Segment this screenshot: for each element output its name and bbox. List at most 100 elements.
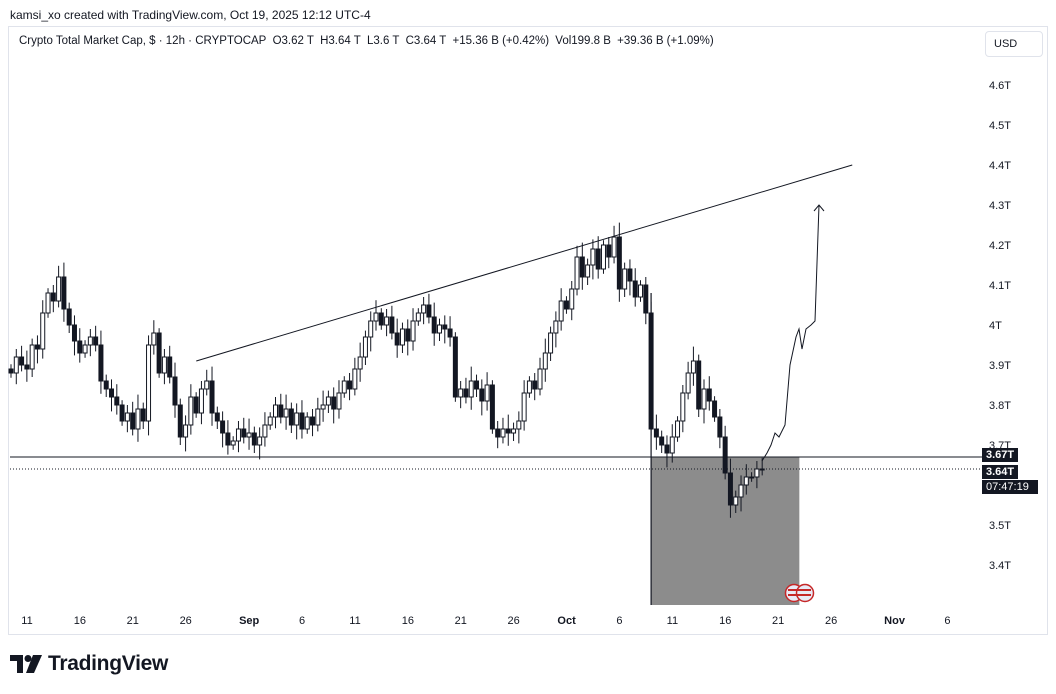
candle[interactable] [87,329,93,357]
candle[interactable] [331,387,337,424]
candle[interactable] [50,285,56,313]
candle[interactable] [177,398,183,445]
candle[interactable] [659,430,665,453]
candle[interactable] [442,315,448,344]
candle[interactable] [294,403,300,440]
candle[interactable] [727,458,733,518]
candle[interactable] [638,280,644,302]
candle[interactable] [230,436,236,450]
candle[interactable] [569,281,575,321]
candle[interactable] [436,318,442,341]
candle[interactable] [257,427,263,460]
candle[interactable] [56,265,62,308]
candle[interactable] [34,335,40,364]
candle[interactable] [733,490,739,513]
candle[interactable] [664,435,670,468]
candle[interactable] [696,354,702,417]
candle[interactable] [479,379,485,416]
candle[interactable] [246,418,252,450]
candle[interactable] [130,401,136,436]
candle[interactable] [680,385,686,433]
candle[interactable] [114,384,120,415]
candle[interactable] [183,415,189,452]
candle[interactable] [627,259,633,296]
candle[interactable] [77,328,83,363]
candle[interactable] [474,374,480,397]
candle[interactable] [410,308,416,351]
tradingview-logo[interactable]: TradingView [10,652,168,676]
candle[interactable] [585,258,591,285]
currency-button[interactable]: USD [985,31,1043,57]
candle[interactable] [505,414,511,446]
candle[interactable] [362,330,368,365]
candle[interactable] [431,302,437,346]
candle[interactable] [712,396,718,422]
candle[interactable] [685,361,691,400]
candle[interactable] [754,461,760,489]
candle[interactable] [98,330,104,394]
candle[interactable] [352,357,358,396]
candle[interactable] [103,374,109,397]
candle[interactable] [532,373,538,401]
candle[interactable] [204,369,210,396]
candle[interactable] [283,394,289,430]
candle[interactable] [415,308,421,326]
candle[interactable] [675,416,681,442]
candle[interactable] [553,311,559,348]
candle[interactable] [447,316,453,347]
candle[interactable] [600,240,606,274]
candle[interactable] [458,381,464,409]
candle[interactable] [29,338,35,377]
candle[interactable] [452,332,458,402]
candle[interactable] [516,411,522,444]
candle[interactable] [188,384,194,435]
candle[interactable] [13,349,19,385]
candle[interactable] [511,422,517,441]
candle[interactable] [71,315,77,356]
candle[interactable] [548,326,554,361]
candle[interactable] [8,364,14,378]
candle[interactable] [590,239,596,280]
candle[interactable] [690,346,696,386]
candle[interactable] [24,350,30,382]
symbol-label[interactable]: Crypto Total Market Cap, $ · 12h · CRYPT… [19,35,267,47]
candle[interactable] [315,397,321,432]
candle[interactable] [140,402,146,429]
candle[interactable] [706,376,712,411]
candle[interactable] [701,379,707,424]
candle[interactable] [622,262,628,297]
candle[interactable] [336,380,342,419]
candle[interactable] [574,245,580,296]
candle[interactable] [611,225,617,264]
projection-path[interactable] [761,204,820,462]
candle[interactable] [45,288,51,318]
candle[interactable] [225,420,231,455]
candle[interactable] [749,472,755,482]
candle[interactable] [241,417,247,444]
candle[interactable] [495,421,501,449]
candle[interactable] [273,397,278,429]
candle[interactable] [399,322,405,353]
candle[interactable] [421,297,427,325]
candle[interactable] [151,320,157,355]
candle[interactable] [368,311,374,352]
candle[interactable] [341,376,347,398]
candle[interactable] [119,400,125,426]
candle[interactable] [93,325,99,352]
candle[interactable] [632,268,638,307]
candle[interactable] [109,379,115,412]
candle[interactable] [563,296,569,314]
candle[interactable] [521,380,527,431]
demand-zone[interactable] [651,457,800,605]
candle[interactable] [235,421,241,453]
candle[interactable] [653,414,659,450]
candle[interactable] [299,400,305,439]
candle[interactable] [167,345,173,384]
candle[interactable] [489,380,495,434]
candle[interactable] [304,412,310,434]
candle[interactable] [722,425,728,480]
candle[interactable] [124,405,130,433]
candle[interactable] [347,373,353,401]
candle[interactable] [542,338,548,382]
